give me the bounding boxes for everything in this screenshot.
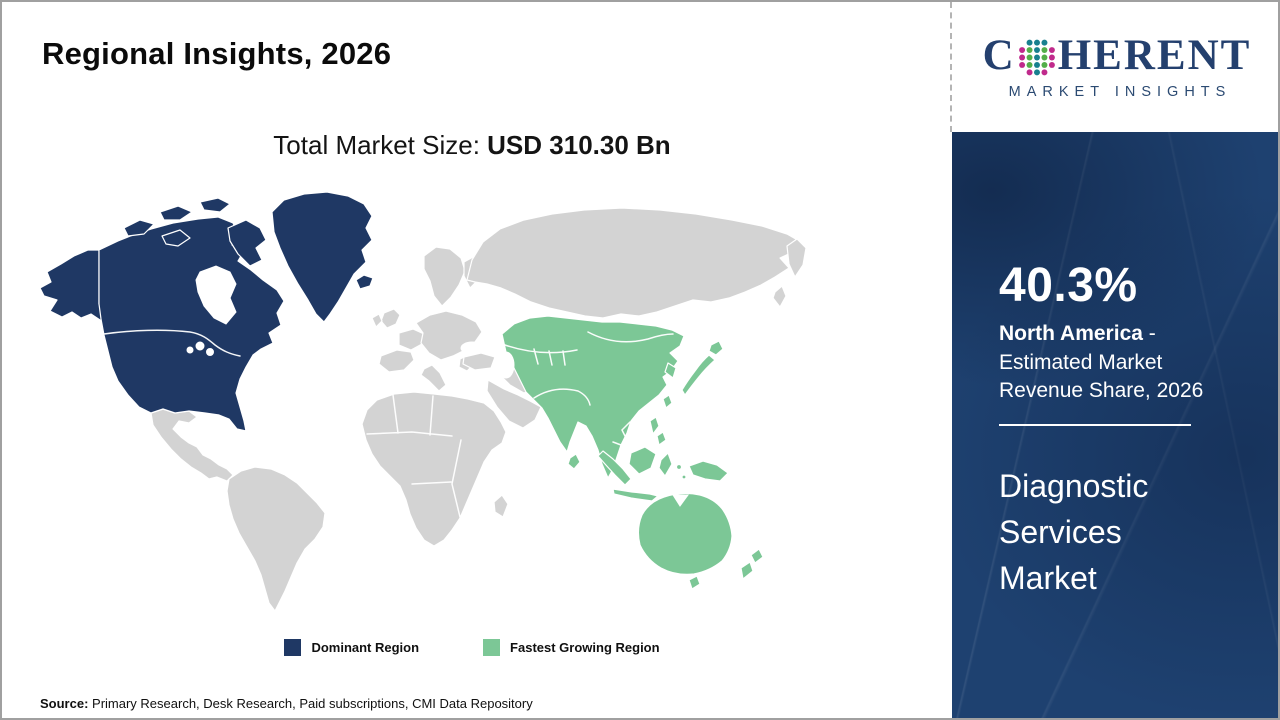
map-uk [380, 308, 401, 329]
map-hokkaido [708, 340, 724, 356]
world-map-svg [39, 191, 807, 612]
map-ireland [371, 313, 383, 328]
map-iceland [355, 274, 374, 290]
map-sumatra [597, 450, 632, 486]
map-caspian-sea [497, 351, 515, 379]
source-label: Source: [40, 696, 89, 711]
legend-item-fastest-growing: Fastest Growing Region [483, 639, 660, 656]
legend-item-dominant: Dominant Region [284, 639, 419, 656]
map-scandinavia [423, 246, 466, 307]
logo-globe-icon [1018, 39, 1055, 76]
market-share-region: North America [999, 322, 1143, 345]
map-great-lake [195, 341, 205, 351]
map-sulawesi [658, 452, 673, 477]
map-sakhalin [772, 285, 787, 308]
source-note: Source: Primary Research, Desk Research,… [40, 696, 533, 711]
map-borneo [628, 446, 657, 475]
map-asia-mainland [501, 315, 685, 479]
map-australia [637, 492, 733, 575]
map-java [612, 488, 659, 502]
map-great-lake [206, 348, 214, 356]
map-hudson-bay [195, 265, 237, 325]
map-italy [420, 364, 447, 392]
company-logo: C HERENT [983, 34, 1252, 77]
map-iberia [378, 349, 415, 373]
market-share-description: North America - Estimated Market Revenue… [999, 320, 1251, 406]
map-korea [664, 362, 677, 379]
logo-panel: C HERENT MARKET INSIGHTS [950, 2, 1278, 132]
map-black-sea [460, 341, 484, 355]
map-arctic-islands [123, 197, 267, 267]
map-gulf-carpentaria [672, 494, 689, 507]
map-new-zealand [740, 548, 764, 580]
logo-tagline: MARKET INSIGHTS [1008, 84, 1232, 100]
map-madagascar [493, 494, 509, 518]
world-map [32, 184, 912, 620]
fastest-growing-region-label: Fastest Growing Region [510, 640, 660, 655]
fastest-growing-region-swatch [483, 639, 501, 656]
total-market-size: Total Market Size: USD 310.30 Bn [32, 130, 912, 161]
sidebar-divider [999, 424, 1191, 426]
source-text: Primary Research, Desk Research, Paid su… [88, 696, 533, 711]
logo-prefix: C [982, 32, 1016, 79]
map-kamchatka [786, 238, 807, 278]
map-sri-lanka [567, 453, 581, 470]
market-size-value: USD 310.30 Bn [487, 130, 671, 160]
logo-suffix: HERENT [1057, 32, 1252, 79]
map-tasmania [688, 575, 701, 590]
market-size-label: Total Market Size: [273, 130, 488, 160]
map-turkey [462, 352, 496, 371]
map-moluccas [681, 474, 687, 480]
sidebar-panel: 40.3% North America - Estimated Market R… [952, 132, 1278, 718]
map-arabia [486, 379, 542, 429]
map-us-canada-border [103, 329, 241, 357]
market-share-desc-rest: - Estimated Market Revenue Share, 2026 [999, 322, 1204, 403]
map-russia [466, 207, 802, 319]
market-name: Diagnostic Services Market [999, 468, 1149, 597]
map-philippines [649, 416, 667, 446]
map-france [398, 328, 425, 351]
map-taiwan [662, 394, 673, 409]
map-asia-borders [501, 331, 674, 446]
map-great-lake [186, 346, 194, 354]
map-mexico-central-america [150, 408, 234, 482]
map-japan [681, 354, 716, 396]
map-region-north-america [39, 191, 374, 432]
map-greenland [271, 191, 373, 323]
map-moluccas [675, 463, 683, 471]
map-africa [361, 391, 507, 547]
market-share-value: 40.3% [999, 259, 1138, 312]
map-region-asia-pacific [501, 315, 764, 590]
map-africa-borders [366, 394, 462, 518]
map-south-america [226, 466, 326, 612]
dominant-region-label: Dominant Region [311, 640, 420, 655]
map-new-guinea [688, 460, 729, 482]
legend: Dominant Region Fastest Growing Region [32, 639, 912, 656]
page-title: Regional Insights, 2026 [42, 36, 392, 71]
dominant-region-swatch [284, 639, 302, 656]
